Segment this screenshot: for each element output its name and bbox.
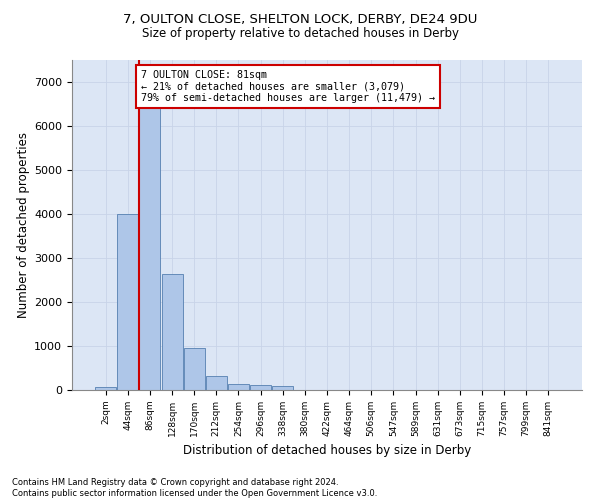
Bar [184,348,205,390]
Bar [95,386,116,390]
Y-axis label: Number of detached properties: Number of detached properties [17,132,30,318]
Bar [139,101,160,390]
Text: 7 OULTON CLOSE: 81sqm
← 21% of detached houses are smaller (3,079)
79% of semi-d: 7 OULTON CLOSE: 81sqm ← 21% of detached … [141,70,435,103]
X-axis label: Distribution of detached houses by size in Derby: Distribution of detached houses by size … [183,444,471,458]
Bar [161,274,182,390]
Bar [228,384,249,390]
Bar [250,384,271,390]
Bar [272,386,293,390]
Text: Contains HM Land Registry data © Crown copyright and database right 2024.
Contai: Contains HM Land Registry data © Crown c… [12,478,377,498]
Bar [118,214,139,390]
Text: Size of property relative to detached houses in Derby: Size of property relative to detached ho… [142,28,458,40]
Bar [206,376,227,390]
Text: 7, OULTON CLOSE, SHELTON LOCK, DERBY, DE24 9DU: 7, OULTON CLOSE, SHELTON LOCK, DERBY, DE… [123,12,477,26]
